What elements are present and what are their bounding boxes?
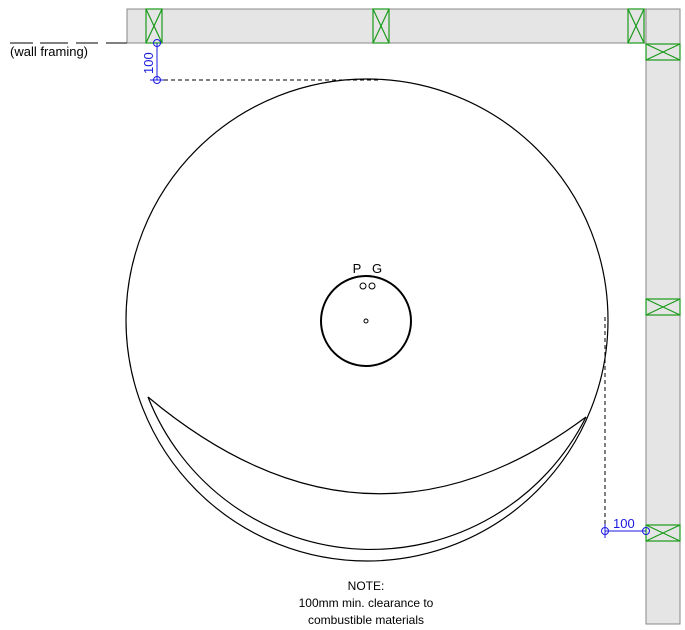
stud-right-3 [645,524,681,542]
appliance-outline [125,78,609,562]
wall-framing-label: (wall framing) [10,44,88,59]
clearance-note: NOTE: 100mm min. clearance to combustibl… [299,579,434,627]
top-clearance-dimension: 100 [141,39,378,84]
pipe-p-port [359,282,367,290]
stud-right-2 [645,298,681,316]
top-wall [126,8,681,44]
side-clearance-value: 100 [613,516,635,531]
appliance-front-arc [147,396,587,495]
pipe-g-port [368,282,376,290]
side-clearance-dimension: 100 [601,317,650,538]
wall-framing [126,8,681,625]
appliance-base-curve [147,396,587,550]
note-title: NOTE: [348,579,385,593]
flue-collar [320,275,412,367]
stud-right-1 [645,43,681,61]
pipe-p-label: P [353,261,362,276]
stud-top-3 [627,8,645,44]
note-line-1: 100mm min. clearance to [299,596,434,610]
note-line-2: combustible materials [308,613,424,627]
stud-top-2 [372,8,390,44]
pipe-g-label: G [372,261,382,276]
top-clearance-value: 100 [141,52,156,74]
appliance-top-circle [125,78,609,562]
right-wall [645,8,681,625]
flue-center-dot [363,318,369,324]
